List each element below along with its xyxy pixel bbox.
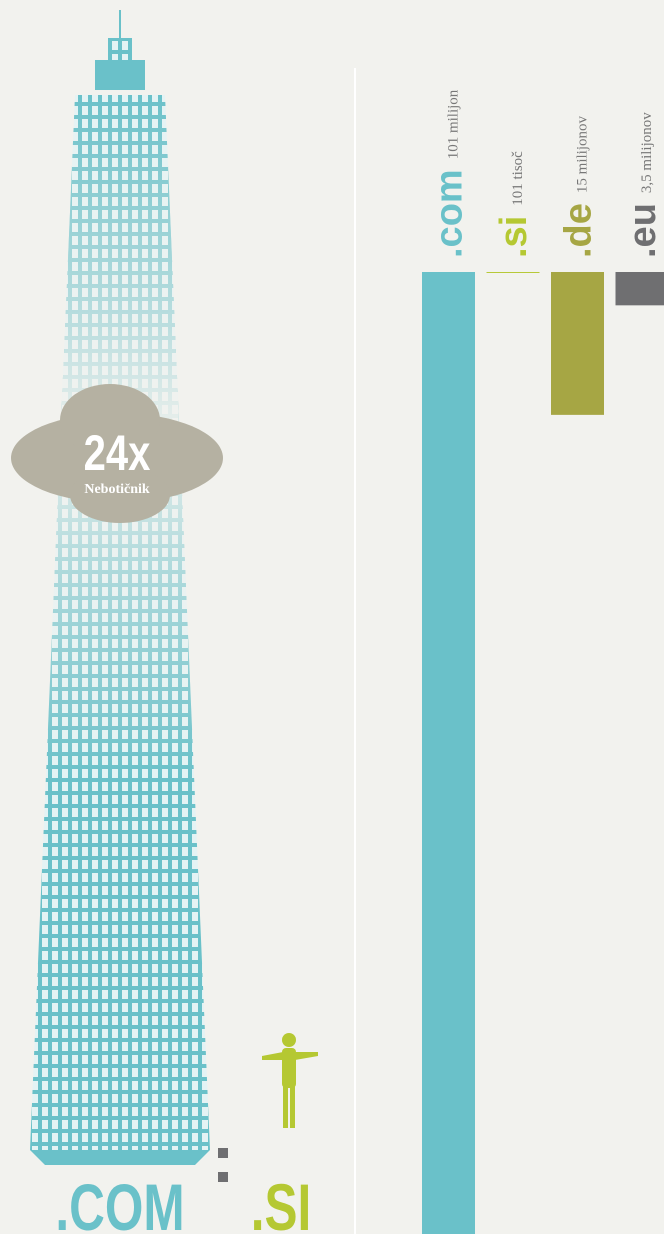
bar-label: .si 101 tisoč [493, 151, 535, 258]
left-label: .COM [55, 1171, 184, 1234]
value-label: 101 milijon [446, 89, 462, 159]
cloud [11, 384, 223, 523]
bar-label: .com 101 milijon [429, 89, 471, 258]
category-label: .eu [622, 203, 664, 258]
value-label: 101 tisoč [510, 151, 526, 206]
bar [422, 272, 475, 1234]
bar-label: .de 15 milijonov [558, 116, 600, 258]
value-label: 15 milijonov [575, 116, 591, 194]
category-label: .com [429, 169, 471, 258]
caption: Nebotičnik [84, 482, 150, 497]
category-label: .si [493, 216, 535, 258]
colon-dot [218, 1172, 228, 1182]
bar-label: .eu 3,5 milijonov [622, 112, 664, 258]
skyscraper [30, 10, 210, 1165]
ratio: 24x [84, 425, 151, 481]
value-label: 3,5 milijonov [639, 112, 655, 193]
category-label: .de [558, 203, 600, 258]
person [262, 1033, 318, 1128]
colon-dot [218, 1148, 228, 1158]
bar-chart: .com 101 milijon .si 101 tisoč .de 15 milijon… [422, 89, 664, 1234]
right-label: .SI [251, 1171, 312, 1234]
bar [486, 272, 540, 273]
bar [551, 272, 604, 415]
bar [615, 272, 664, 306]
